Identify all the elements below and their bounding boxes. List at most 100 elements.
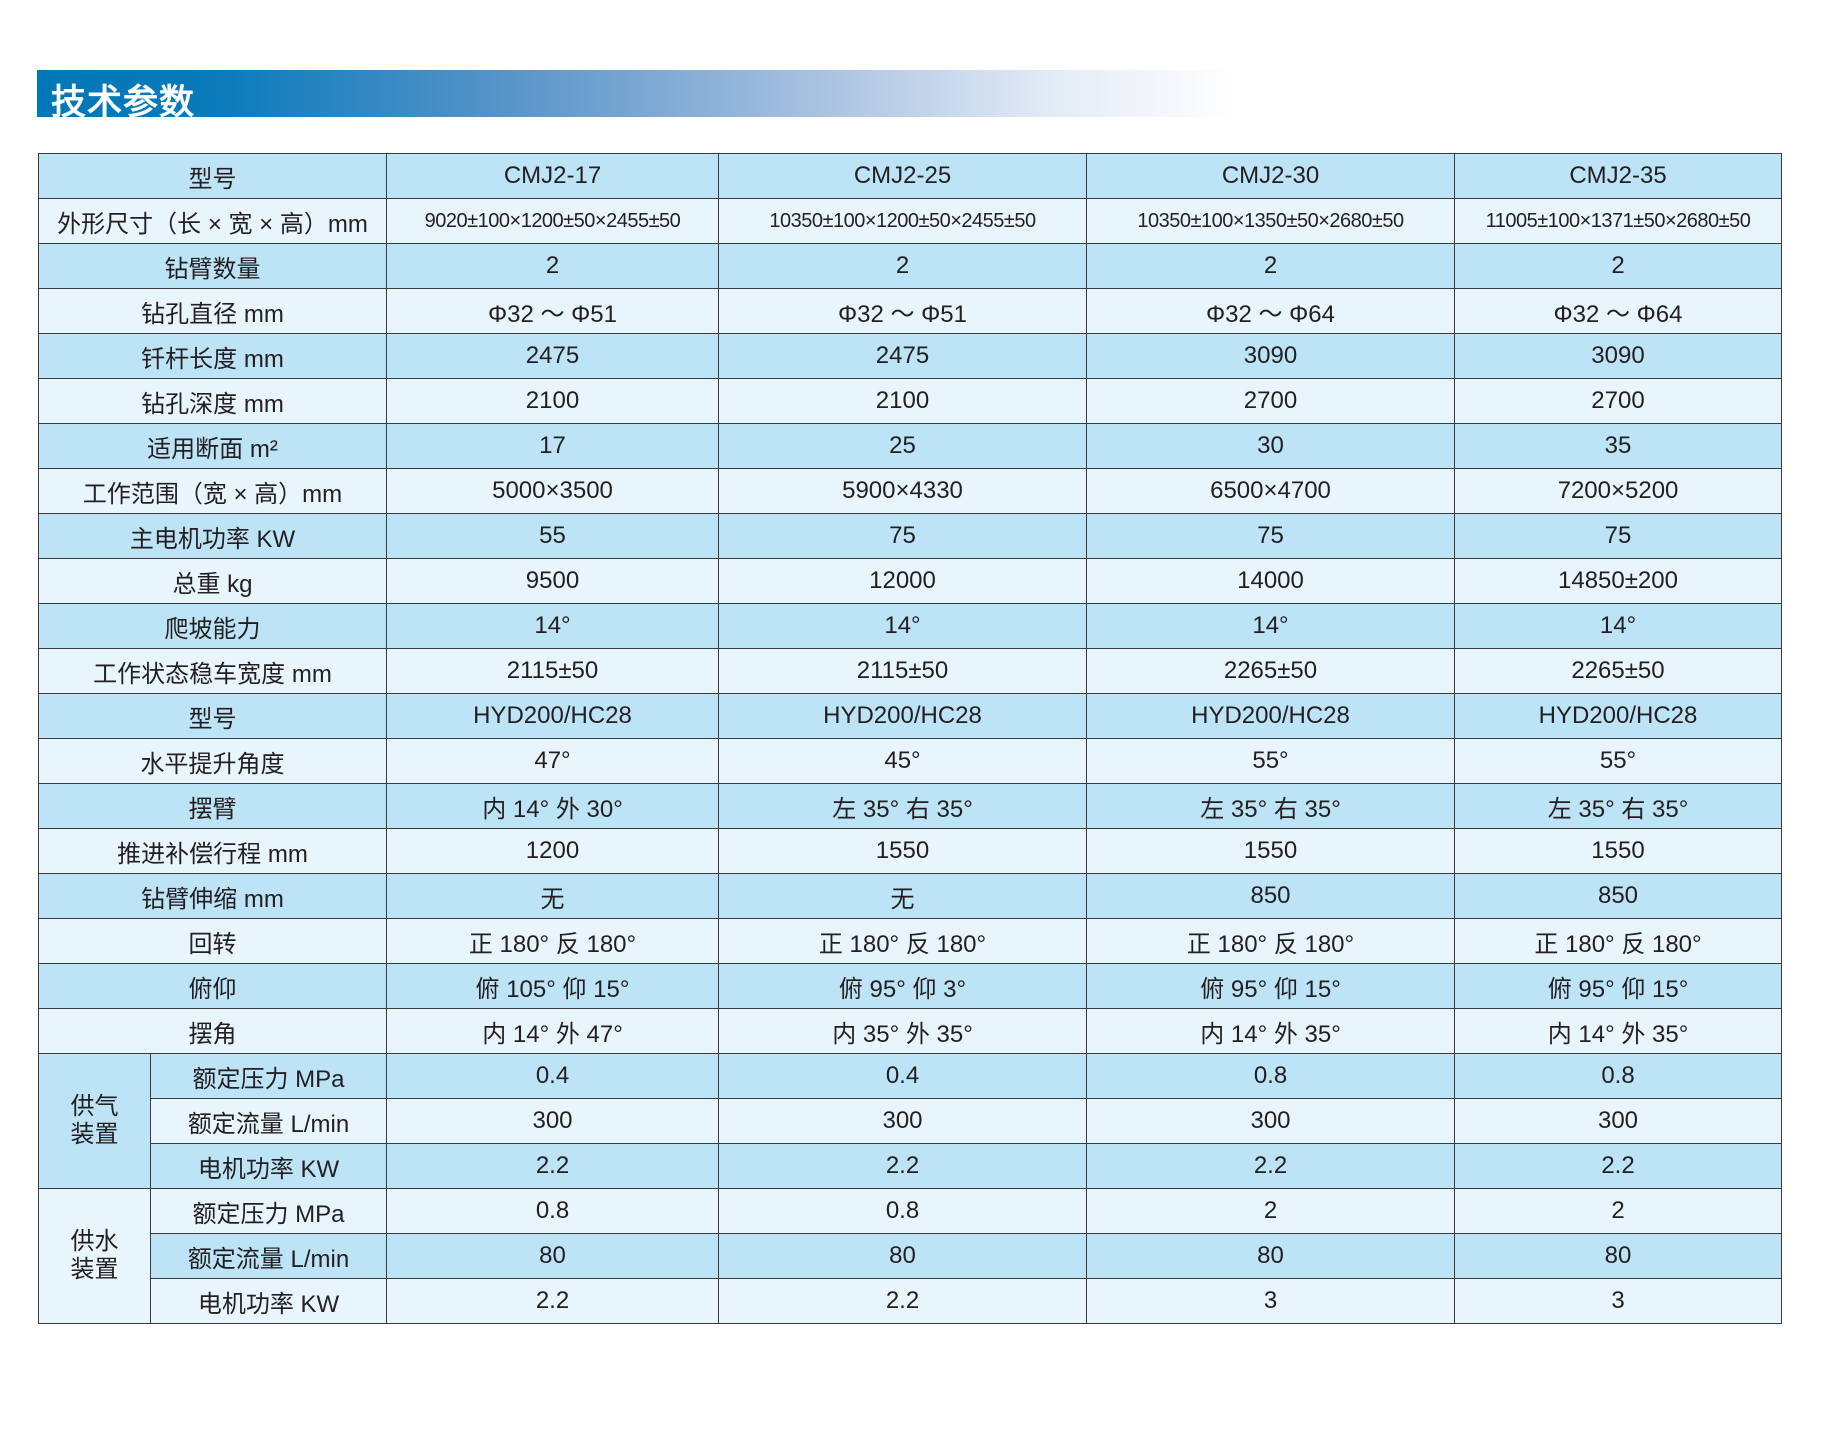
- row-label: 钎杆长度 mm: [38, 333, 387, 379]
- table-row: 额定流量 L/min 300 300 300 300: [39, 1098, 1782, 1144]
- value-cell: 0.8: [1454, 1053, 1782, 1099]
- value-cell: 14°: [386, 603, 719, 649]
- table-row: 电机功率 KW 2.2 2.2 3 3: [39, 1278, 1782, 1324]
- value-cell: 1550: [718, 828, 1087, 874]
- value-cell: 10350±100×1350±50×2680±50: [1086, 198, 1455, 244]
- value-cell: 25: [718, 423, 1087, 469]
- row-label: 俯仰: [38, 963, 387, 1009]
- value-cell: HYD200/HC28: [1454, 693, 1782, 739]
- value-cell: 2475: [386, 333, 719, 379]
- value-cell: 无: [386, 873, 719, 919]
- value-cell: 11005±100×1371±50×2680±50: [1454, 198, 1782, 244]
- value-cell: HYD200/HC28: [386, 693, 719, 739]
- section-title-bar: 技术参数: [37, 70, 1237, 123]
- table-row: 爬坡能力 14° 14° 14° 14°: [38, 603, 1782, 649]
- value-cell: 3: [1454, 1278, 1782, 1324]
- value-cell: 正 180° 反 180°: [386, 918, 719, 964]
- row-label: 额定压力 MPa: [150, 1053, 387, 1099]
- value-cell: 80: [718, 1233, 1087, 1279]
- group-label: 供水装置: [38, 1188, 151, 1324]
- value-cell: 2.2: [1086, 1143, 1455, 1189]
- row-label: 摆臂: [38, 783, 387, 829]
- table-row: 钎杆长度 mm 2475 2475 3090 3090: [38, 333, 1782, 379]
- value-cell: 9500: [386, 558, 719, 604]
- row-label: 额定流量 L/min: [150, 1233, 387, 1279]
- value-cell: 14°: [1454, 603, 1782, 649]
- value-cell: 2: [1086, 243, 1455, 289]
- value-cell: 2475: [718, 333, 1087, 379]
- row-label: 工作范围（宽 × 高）mm: [38, 468, 387, 514]
- row-label: 钻孔直径 mm: [38, 288, 387, 334]
- row-label: 水平提升角度: [38, 738, 387, 784]
- value-cell: 2.2: [1454, 1143, 1782, 1189]
- value-cell: 内 14° 外 35°: [1086, 1008, 1455, 1054]
- value-cell: 正 180° 反 180°: [1454, 918, 1782, 964]
- value-cell: 内 14° 外 30°: [386, 783, 719, 829]
- table-row: 钻臂伸缩 mm 无无 850 850: [38, 873, 1782, 919]
- value-cell: 1550: [1086, 828, 1455, 874]
- table-row: 型号 HYD200/HC28 HYD200/HC28 HYD200/HC28 HYD20…: [38, 693, 1782, 739]
- value-cell: 左 35° 右 35°: [1086, 783, 1455, 829]
- value-cell: 75: [1086, 513, 1455, 559]
- table-row: 适用断面 m² 17 25 30 35: [38, 423, 1782, 469]
- value-cell: Φ32 ～ Φ51: [718, 288, 1087, 334]
- section-title: 技术参数: [51, 83, 196, 123]
- value-cell: 正 180° 反 180°: [718, 918, 1087, 964]
- row-label: 电机功率 KW: [150, 1278, 387, 1324]
- value-cell: 0.8: [718, 1188, 1087, 1234]
- spec-table: 型号 CMJ2-17 CMJ2-25 CMJ2-30 CMJ2-35 外形尺寸（长 × 宽…: [38, 153, 1782, 1324]
- table-row: 水平提升角度 47° 45° 55° 55°: [38, 738, 1782, 784]
- value-cell: 2: [386, 243, 719, 289]
- value-cell: 0.8: [1086, 1053, 1455, 1099]
- value-cell: 850: [1086, 873, 1455, 919]
- value-cell: 14000: [1086, 558, 1455, 604]
- value-cell: 正 180° 反 180°: [1086, 918, 1455, 964]
- value-cell: 55: [386, 513, 719, 559]
- value-cell: 55°: [1086, 738, 1455, 784]
- value-cell: 9020±100×1200±50×2455±50: [386, 198, 719, 244]
- value-cell: 80: [1454, 1233, 1782, 1279]
- value-cell: 俯 95° 仰 15°: [1086, 963, 1455, 1009]
- row-label: 主电机功率 KW: [38, 513, 387, 559]
- value-cell: 5900×4330: [718, 468, 1087, 514]
- value-cell: 左 35° 右 35°: [1454, 783, 1782, 829]
- value-cell: 2115±50: [718, 648, 1087, 694]
- value-cell: 俯 95° 仰 3°: [718, 963, 1087, 1009]
- value-cell: 2100: [718, 378, 1087, 424]
- value-cell: 80: [1086, 1233, 1455, 1279]
- value-cell: 30: [1086, 423, 1455, 469]
- value-cell: 3090: [1454, 333, 1782, 379]
- table-row: 外形尺寸（长 × 宽 × 高）mm 9020±100×1200±50×2455±5…: [38, 198, 1782, 244]
- model-header-cell: CMJ2-17: [386, 153, 719, 199]
- value-cell: 2100: [386, 378, 719, 424]
- value-cell: 左 35° 右 35°: [718, 783, 1087, 829]
- value-cell: 内 14° 外 35°: [1454, 1008, 1782, 1054]
- table-row: 主电机功率 KW 55 75 75 75: [38, 513, 1782, 559]
- value-cell: 12000: [718, 558, 1087, 604]
- value-cell: 2: [1454, 1188, 1782, 1234]
- table-row: 总重 kg 9500 12000 14000 14850±200: [38, 558, 1782, 604]
- value-cell: 1200: [386, 828, 719, 874]
- value-cell: Φ32 ～ Φ64: [1086, 288, 1455, 334]
- value-cell: 2115±50: [386, 648, 719, 694]
- value-cell: 2.2: [386, 1143, 719, 1189]
- value-cell: 俯 105° 仰 15°: [386, 963, 719, 1009]
- table-row: 供水装置 额定压力 MPa 0.8 0.8 2 2: [38, 1188, 1782, 1324]
- value-cell: 55°: [1454, 738, 1782, 784]
- row-label: 型号: [38, 693, 387, 739]
- value-cell: 300: [718, 1098, 1087, 1144]
- value-cell: 无: [718, 873, 1087, 919]
- model-header-cell: CMJ2-30: [1086, 153, 1455, 199]
- value-cell: 14°: [1086, 603, 1455, 649]
- row-label: 钻孔深度 mm: [38, 378, 387, 424]
- value-cell: 80: [386, 1233, 719, 1279]
- row-label: 钻臂数量: [38, 243, 387, 289]
- value-cell: 2.2: [718, 1143, 1087, 1189]
- model-header-cell: CMJ2-25: [718, 153, 1087, 199]
- row-label: 爬坡能力: [38, 603, 387, 649]
- row-label: 摆角: [38, 1008, 387, 1054]
- value-cell: 0.4: [718, 1053, 1087, 1099]
- value-cell: 2265±50: [1086, 648, 1455, 694]
- value-cell: 2700: [1454, 378, 1782, 424]
- table-row: 俯仰俯 105° 仰 15° 俯 95° 仰 3° 俯 95° 仰 15° 俯 95°…: [38, 963, 1782, 1009]
